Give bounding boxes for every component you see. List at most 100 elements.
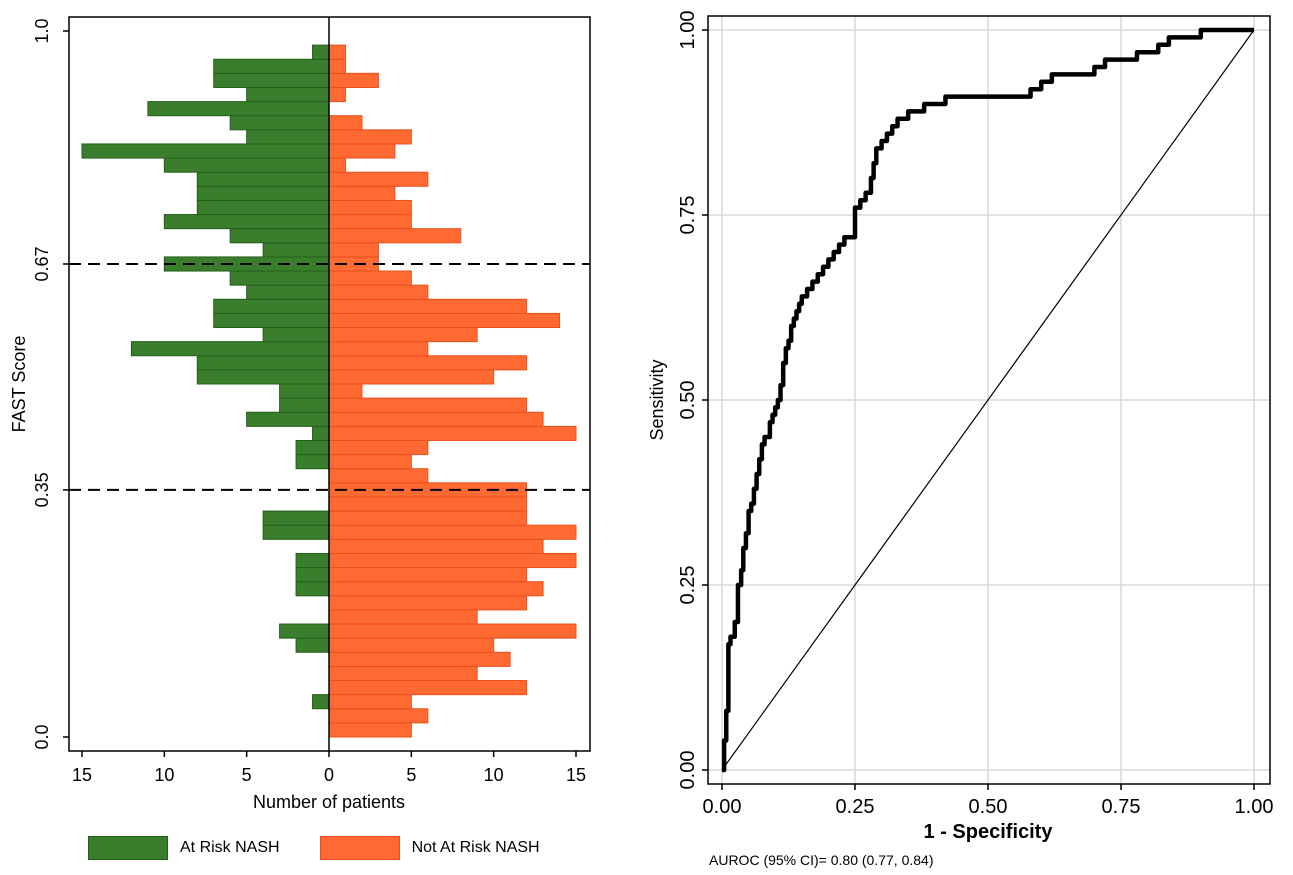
x-tick-label: 15 (72, 765, 92, 785)
at-risk-bar (81, 143, 330, 159)
x-axis-title: Number of patients (253, 792, 405, 812)
not-at-risk-bar (328, 86, 346, 103)
at-risk-bar (213, 312, 330, 329)
legend-label-not-at-risk: Not At Risk NASH (411, 839, 540, 856)
x-tick-label: 10 (484, 765, 504, 785)
at-risk-bar (229, 115, 330, 131)
at-risk-bar (196, 199, 330, 216)
not-at-risk-bar (328, 623, 577, 639)
not-at-risk-bar (328, 355, 528, 371)
at-risk-bar (295, 439, 330, 456)
not-at-risk-bar (328, 298, 528, 314)
not-at-risk-bar (328, 524, 577, 540)
not-at-risk-bar (328, 411, 544, 427)
y-axis-title: FAST Score (9, 336, 29, 433)
at-risk-bar (229, 228, 330, 244)
reference-diagonal-line (721, 29, 1255, 771)
legend-label-at-risk: At Risk NASH (180, 839, 280, 856)
not-at-risk-bar (328, 143, 396, 159)
not-at-risk-bar (328, 383, 363, 399)
not-at-risk-bar (328, 595, 528, 611)
not-at-risk-bar (328, 58, 346, 74)
at-risk-bar (196, 171, 330, 187)
not-at-risk-bar (328, 552, 577, 569)
at-risk-bar (246, 129, 330, 145)
not-at-risk-bar (328, 214, 412, 230)
auroc-annotation: AUROC (95% CI)= 0.80 (0.77, 0.84) (709, 852, 934, 868)
not-at-risk-bar (328, 567, 528, 583)
at-risk-bar (312, 425, 330, 441)
fast-score-histogram: 0.0 0.35 0.67 1.0 15 10 5 0 5 10 15 FAST Score Numbe… (9, 16, 591, 812)
at-risk-bar (147, 101, 330, 117)
roc-curve-chart: 0.00 0.25 0.50 0.75 1.00 0.00 0.25 0.50 0.75 1.00… (647, 11, 1274, 843)
at-risk-bar (279, 397, 330, 413)
at-risk-bar (295, 581, 330, 597)
at-risk-bar (312, 44, 330, 60)
y-tick-label: 1.00 (677, 11, 699, 50)
not-at-risk-bar (328, 171, 429, 187)
not-at-risk-bar (328, 270, 412, 286)
x-tick-label: 5 (406, 765, 416, 785)
at-risk-bar (295, 637, 330, 653)
y-tick-label: 0.00 (677, 751, 699, 790)
not-at-risk-bar (328, 722, 412, 738)
not-at-risk-bar (328, 609, 478, 625)
y-tick-label: 0.50 (677, 381, 699, 420)
y-tick-label: 0.25 (677, 566, 699, 605)
at-risk-bar (246, 284, 330, 300)
at-risk-bar (279, 383, 330, 399)
not-at-risk-bar (328, 369, 495, 385)
not-at-risk-bar (328, 72, 379, 88)
not-at-risk-bar (328, 439, 429, 456)
legend-swatch-at-risk (88, 836, 168, 860)
at-risk-bar (279, 623, 330, 639)
x-tick-label: 10 (154, 765, 174, 785)
not-at-risk-bar (328, 510, 528, 526)
not-at-risk-bar (328, 425, 577, 441)
at-risk-bar (262, 242, 330, 258)
y-tick-label: 1.0 (32, 18, 52, 43)
not-at-risk-bar (328, 199, 412, 216)
at-risk-bar (246, 411, 330, 427)
at-risk-bar (196, 369, 330, 385)
x-tick-label: 5 (242, 765, 252, 785)
not-at-risk-bar (328, 538, 544, 554)
not-at-risk-bar (328, 454, 412, 470)
at-risk-bar (295, 567, 330, 583)
not-at-risk-bar (328, 44, 346, 60)
at-risk-bar (262, 327, 330, 343)
not-at-risk-bar (328, 397, 528, 413)
x-tick-label: 15 (566, 765, 586, 785)
at-risk-bar (130, 341, 330, 357)
not-at-risk-bar (328, 468, 429, 484)
not-at-risk-bar (328, 581, 544, 597)
not-at-risk-bar (328, 665, 478, 682)
histogram-legend: At Risk NASH Not At Risk NASH (88, 836, 580, 860)
y-tick-label: 0.67 (32, 246, 52, 281)
not-at-risk-bar (328, 157, 346, 173)
not-at-risk-bar (328, 341, 429, 357)
not-at-risk-bar (328, 115, 363, 131)
at-risk-bar (163, 214, 330, 230)
not-at-risk-bar (328, 708, 429, 724)
x-tick-label: 0.50 (969, 796, 1008, 818)
x-tick-label: 1.00 (1235, 796, 1274, 818)
at-risk-bar (196, 185, 330, 201)
x-tick-label: 0 (324, 765, 334, 785)
at-risk-bar (295, 454, 330, 470)
at-risk-bar (213, 58, 330, 74)
not-at-risk-bar (328, 312, 561, 329)
legend-swatch-not-at-risk (319, 836, 400, 860)
at-risk-bar (262, 524, 330, 540)
at-risk-bar (163, 157, 330, 173)
at-risk-bar (213, 72, 330, 88)
not-at-risk-bar (328, 327, 478, 343)
y-axis-title: Sensitivity (647, 359, 667, 440)
y-tick-label: 0.35 (32, 472, 52, 507)
x-axis-title: 1 - Specificity (924, 821, 1054, 843)
not-at-risk-bar (328, 496, 528, 512)
at-risk-bar (213, 298, 330, 314)
y-tick-label: 0.75 (677, 196, 699, 235)
x-tick-label: 0.25 (836, 796, 875, 818)
